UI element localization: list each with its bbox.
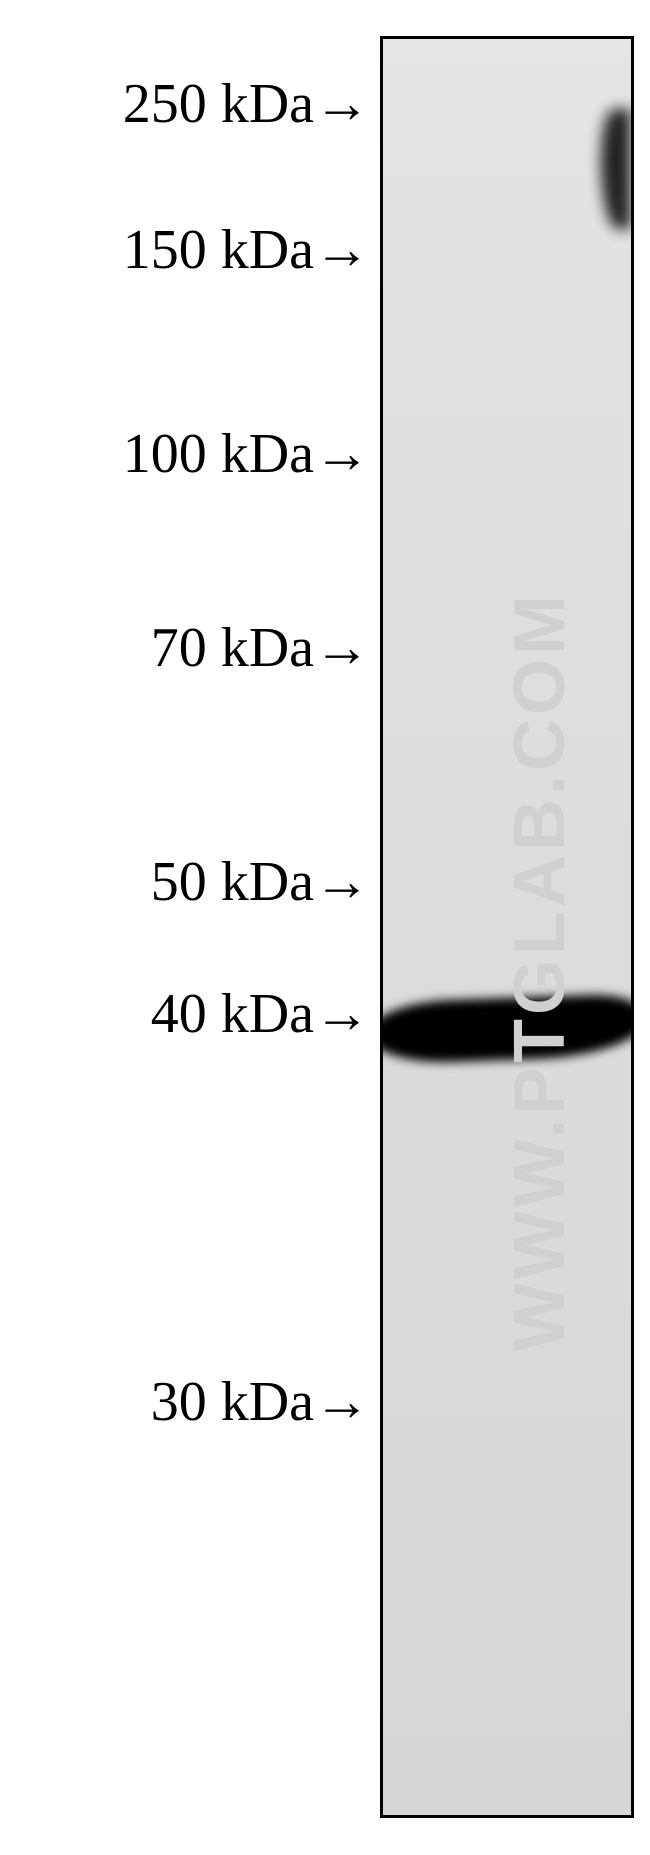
marker-label-5: 40 kDa→ <box>151 982 370 1046</box>
blot-membrane <box>383 39 631 1815</box>
marker-label-6: 30 kDa→ <box>151 1370 370 1434</box>
marker-label-0: 250 kDa→ <box>123 72 370 136</box>
marker-label-3: 70 kDa→ <box>151 616 370 680</box>
marker-label-1: 150 kDa→ <box>123 218 370 282</box>
blot-lane <box>380 36 634 1818</box>
marker-label-2: 100 kDa→ <box>123 422 370 486</box>
marker-label-4: 50 kDa→ <box>151 850 370 914</box>
